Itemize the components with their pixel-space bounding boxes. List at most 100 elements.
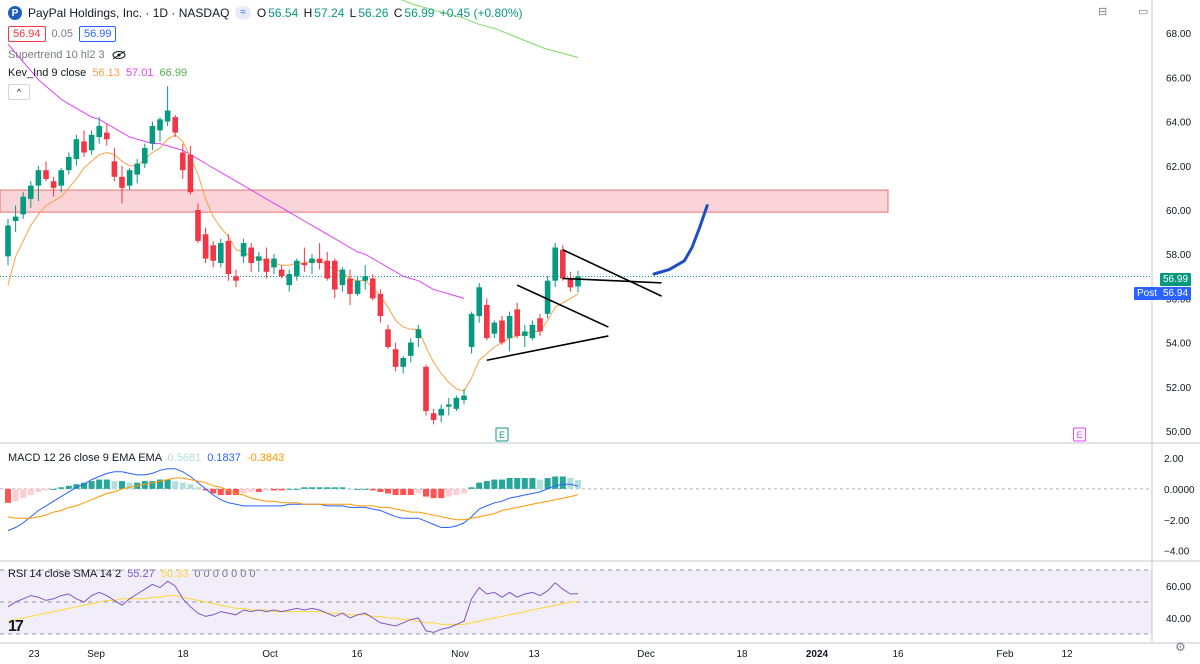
candle-body — [347, 278, 353, 294]
rsi-extra-values: 0 0 0 0 0 0 0 — [194, 568, 256, 580]
candle-body — [263, 258, 270, 272]
low-label: L — [349, 6, 357, 20]
candle-body — [119, 176, 125, 188]
macd-histogram-bar — [187, 484, 194, 489]
candle-body — [149, 125, 156, 144]
price-tick-label: 54.00 — [1166, 339, 1191, 350]
macd-histogram-bar — [362, 488, 369, 490]
time-tick-label: 18 — [177, 649, 189, 660]
macd-histogram-bar — [347, 488, 353, 490]
candle-body — [271, 258, 277, 268]
macd-histogram-bar — [423, 488, 429, 497]
price-tick-label: 66.00 — [1166, 73, 1191, 84]
candle-body — [88, 134, 95, 151]
rsi-tick-label: 60.00 — [1166, 582, 1191, 593]
layout-icon[interactable]: ▭ — [1138, 6, 1149, 18]
candle-body — [187, 154, 194, 193]
macd-histogram-bar — [369, 488, 376, 491]
kev-ind-legend[interactable]: Kev_Ind 9 close 56.13 57.01 66.99 — [8, 67, 187, 79]
candle-body — [537, 318, 543, 332]
candle-body — [461, 395, 467, 401]
macd-histogram-bar — [286, 488, 293, 490]
macd-histogram-bar — [309, 487, 315, 489]
ema-fast-line — [7, 134, 579, 392]
price-tick-label: 68.00 — [1166, 29, 1191, 40]
ask-button[interactable]: 56.99 — [78, 26, 117, 42]
usd-icon[interactable]: ⊟ — [1098, 6, 1108, 18]
candle-body — [164, 110, 171, 122]
macd-histogram-bar — [96, 479, 103, 489]
macd-histogram-bar — [50, 488, 57, 490]
ema-slow-line — [7, 43, 465, 299]
price-tick-label: 64.00 — [1166, 118, 1191, 129]
earnings-label: E — [499, 430, 505, 440]
low-value: 56.26 — [358, 6, 389, 20]
candle-body — [529, 324, 536, 339]
candle-body — [180, 152, 186, 171]
post-price-badge: 56.94 — [1160, 287, 1192, 300]
supertrend-legend[interactable]: Supertrend 10 hl2 3 — [8, 49, 126, 61]
bid-button[interactable]: 56.94 — [8, 26, 46, 42]
time-tick-label: 12 — [1061, 649, 1073, 660]
macd-histogram-bar — [195, 487, 201, 489]
collapse-legend-button[interactable]: ^ — [8, 84, 30, 100]
resistance-zone — [0, 189, 889, 213]
macd-histogram-bar — [210, 488, 217, 494]
macd-histogram-bar — [324, 487, 331, 489]
candle-body — [104, 132, 110, 140]
macd-histogram-bar — [73, 484, 80, 489]
resistance-zone-rect — [0, 189, 889, 213]
candle-body — [438, 408, 444, 416]
symbol-name[interactable]: PayPal Holdings, Inc. · 1D · NASDAQ — [28, 6, 230, 20]
candle-body — [301, 262, 308, 266]
candle-body — [491, 322, 498, 334]
macd-histogram-bar — [453, 488, 460, 496]
rsi-legend[interactable]: RSI 14 close SMA 14 2 55.27 50.33 0 0 0 … — [8, 568, 256, 580]
macd-line-value: 0.1837 — [207, 452, 241, 464]
candle-body — [560, 249, 566, 279]
macd-signal-value: -0.3843 — [246, 452, 285, 464]
macd-histogram-bar — [293, 488, 300, 490]
candle-body — [195, 209, 201, 241]
macd-histogram-bar — [559, 476, 566, 489]
eye-off-icon[interactable] — [112, 50, 126, 60]
candle-body — [385, 329, 391, 347]
paypal-logo-icon: P — [8, 6, 22, 20]
candle-body — [339, 269, 346, 286]
candle-body — [81, 141, 87, 153]
macd-histogram-bar — [111, 481, 118, 489]
macd-histogram-bar — [339, 487, 346, 489]
time-tick-label: Sep — [87, 649, 105, 660]
candle-body — [58, 170, 64, 186]
candle-body — [248, 247, 254, 263]
macd-histogram-bar — [537, 479, 543, 489]
macd-histogram-bar — [461, 488, 467, 494]
candle-body — [240, 243, 247, 257]
macd-histogram-bar — [529, 478, 536, 489]
moving-averages — [7, 0, 579, 392]
compare-pill[interactable]: ≈ — [235, 6, 251, 20]
candle-body — [35, 170, 42, 186]
candle-body — [286, 274, 292, 286]
time-tick-label: 18 — [736, 649, 748, 660]
macd-tick-label: −2.00 — [1164, 516, 1190, 527]
rsi-line — [7, 580, 579, 633]
rsi-sma-line — [7, 595, 579, 625]
macd-histogram-bar — [149, 481, 156, 489]
candle-body — [370, 278, 376, 299]
time-tick-label: Nov — [451, 649, 469, 660]
candle-body — [218, 243, 224, 263]
macd-histogram-bar — [407, 488, 414, 496]
macd-legend[interactable]: MACD 12 26 close 9 EMA EMA 0.5681 0.1837… — [8, 452, 284, 464]
macd-histogram-bar — [331, 487, 338, 489]
time-tick-label: 2024 — [806, 649, 829, 660]
tradingview-logo: 17 — [8, 618, 24, 635]
candle-body — [408, 342, 414, 356]
symbol-header: P PayPal Holdings, Inc. · 1D · NASDAQ ≈ … — [8, 6, 525, 20]
close-value: 56.99 — [404, 6, 435, 20]
rsi-pane — [7, 580, 579, 633]
gear-icon[interactable]: ⚙ — [1175, 640, 1186, 654]
candle-body — [423, 366, 429, 412]
